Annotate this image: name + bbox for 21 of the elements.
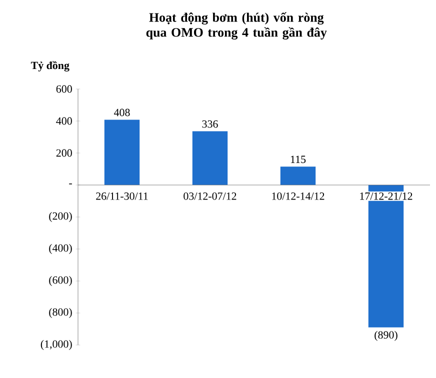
y-tick-label: (400) <box>49 244 72 254</box>
data-label: 336 <box>202 120 218 128</box>
data-label: 115 <box>290 156 306 164</box>
data-label: (890) <box>374 330 398 341</box>
x-tick-label: 10/12-14/12 <box>272 192 324 200</box>
data-label: 408 <box>114 108 130 116</box>
y-tick-label: 600 <box>56 85 72 93</box>
y-tick-label: 200 <box>56 149 72 157</box>
y-axis-title: Tỷ đồng <box>30 61 70 72</box>
chart-title: Hoạt động bơm (hút) vốn ròng qua OMO trong 4 tuần gần đây <box>146 12 327 40</box>
y-tick-label: (600) <box>49 276 72 286</box>
y-tick-label: (1,000) <box>40 340 72 350</box>
x-tick-label: 17/12-21/12 <box>360 192 412 200</box>
x-tick-label: 03/12-07/12 <box>184 192 236 200</box>
y-tick-label: 400 <box>56 117 72 125</box>
y-tick-label: (800) <box>49 308 72 318</box>
bar <box>104 120 140 185</box>
bar <box>192 131 228 185</box>
bar <box>280 166 316 185</box>
x-tick-label: 26/11-30/11 <box>96 192 148 200</box>
y-tick-label: (200) <box>49 212 72 222</box>
